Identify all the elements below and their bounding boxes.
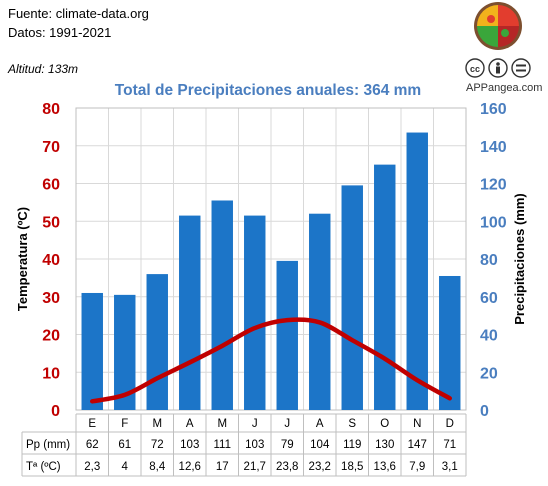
temp-row-label: Tª (ºC) xyxy=(26,461,61,473)
temp-value: 21,7 xyxy=(244,461,266,473)
brand-text: APPangea.com xyxy=(466,82,543,94)
month-label: A xyxy=(316,418,324,430)
precip-bar xyxy=(114,294,136,410)
source-text: Fuente: climate-data.org xyxy=(8,6,149,21)
precip-bar xyxy=(406,132,428,410)
left-tick-label: 70 xyxy=(42,139,60,156)
temp-value: 2,3 xyxy=(84,461,100,473)
precip-bar xyxy=(341,185,363,410)
appangea-logo-icon xyxy=(474,2,522,50)
pp-value: 119 xyxy=(343,439,361,451)
chart-title: Total de Precipitaciones anuales: 364 mm xyxy=(114,82,422,99)
right-axis-title: Precipitaciones (mm) xyxy=(512,193,527,325)
right-tick-label: 80 xyxy=(480,252,498,269)
month-label: M xyxy=(152,418,162,430)
month-label: O xyxy=(380,418,389,430)
precip-bar xyxy=(146,274,168,410)
left-tick-label: 20 xyxy=(42,328,60,345)
month-label: J xyxy=(284,418,290,430)
grid-lines xyxy=(75,107,467,411)
month-label: S xyxy=(348,418,356,430)
month-label: J xyxy=(252,418,258,430)
cc-icon xyxy=(465,58,485,78)
nd-icon xyxy=(511,58,531,78)
left-tick-label: 30 xyxy=(42,290,60,307)
right-tick-label: 120 xyxy=(480,177,507,194)
data-table: E F M A M J J A S O N D Pp (mm) Tª (ºC) 62 61 72 103 111 10… xyxy=(21,413,467,477)
temp-value: 12,6 xyxy=(179,461,201,473)
temp-value: 8,4 xyxy=(149,461,166,473)
cc-license-icons: cc xyxy=(465,58,531,78)
temp-value: 3,1 xyxy=(442,461,458,473)
pp-row-label: Pp (mm) xyxy=(26,439,70,451)
precip-bar xyxy=(439,275,461,410)
axes: 0 0 10 20 20 40 30 60 40 80 50 100 60 120 70 140 80 160 Te… xyxy=(15,101,527,420)
pp-value: 62 xyxy=(86,439,99,451)
pp-value: 103 xyxy=(180,439,199,451)
precip-bar xyxy=(244,215,266,410)
left-axis-title: Temperatura (ºC) xyxy=(15,207,30,311)
precip-bar xyxy=(211,200,233,410)
right-tick-label: 140 xyxy=(480,139,507,156)
right-tick-label: 100 xyxy=(480,214,507,231)
month-label: M xyxy=(217,418,227,430)
by-icon xyxy=(488,58,508,78)
precip-bar xyxy=(179,215,201,410)
left-tick-label: 40 xyxy=(42,252,60,269)
left-tick-label: 60 xyxy=(42,177,60,194)
period-text: Datos: 1991-2021 xyxy=(8,25,112,40)
right-tick-label: 20 xyxy=(480,365,498,382)
plot-frame xyxy=(75,107,467,411)
month-label: A xyxy=(186,418,194,430)
temp-line-path xyxy=(90,317,452,404)
temp-value: 4 xyxy=(122,461,129,473)
right-tick-label: 160 xyxy=(480,101,507,118)
temp-line xyxy=(90,317,452,404)
temp-value: 13,6 xyxy=(374,461,396,473)
month-label: E xyxy=(88,418,96,430)
pp-value: 130 xyxy=(375,439,394,451)
month-label: N xyxy=(413,418,421,430)
precip-bar xyxy=(309,213,331,410)
pp-value: 147 xyxy=(408,439,427,451)
month-label: D xyxy=(446,418,454,430)
temp-value: 17 xyxy=(216,461,229,473)
month-label: F xyxy=(121,418,128,430)
pp-value: 111 xyxy=(214,439,231,451)
pp-value: 104 xyxy=(310,439,330,451)
right-tick-label: 60 xyxy=(480,290,498,307)
pp-value: 79 xyxy=(281,439,294,451)
left-tick-label: 10 xyxy=(42,365,60,382)
precip-bar xyxy=(374,164,396,410)
altitude-text: Altitud: 133m xyxy=(8,62,79,76)
left-tick-label: 50 xyxy=(42,214,60,231)
svg-text:cc: cc xyxy=(470,64,480,74)
pp-value: 71 xyxy=(443,439,456,451)
precip-bar xyxy=(81,292,103,410)
pp-value: 72 xyxy=(151,439,164,451)
right-tick-label: 0 xyxy=(480,403,489,420)
left-tick-label: 0 xyxy=(51,403,60,420)
pp-value: 103 xyxy=(245,439,264,451)
temp-value: 18,5 xyxy=(341,461,363,473)
right-tick-label: 40 xyxy=(480,328,498,345)
precip-bar xyxy=(276,260,298,410)
pp-value: 61 xyxy=(118,439,131,451)
left-tick-label: 80 xyxy=(42,101,60,118)
temp-value: 7,9 xyxy=(409,461,425,473)
temp-value: 23,8 xyxy=(276,461,298,473)
temp-value: 23,2 xyxy=(309,461,331,473)
